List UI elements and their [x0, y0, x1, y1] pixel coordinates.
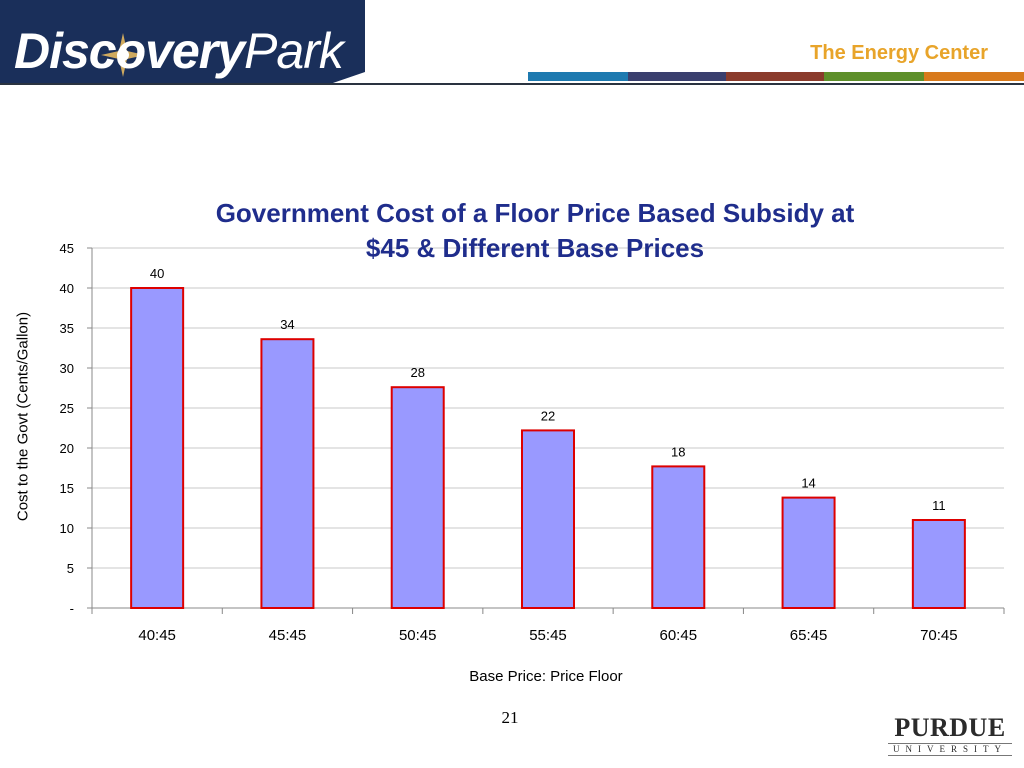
y-tick-label: 20: [60, 441, 74, 456]
color-strip-2: [628, 72, 726, 81]
x-tick-label: 60:45: [660, 627, 698, 644]
bar: [781, 496, 836, 610]
y-tick-label: -: [70, 601, 74, 616]
data-label: 40: [150, 266, 164, 281]
header-banner: [0, 0, 365, 84]
data-label: 22: [541, 408, 555, 423]
color-strip-3: [726, 72, 824, 81]
purdue-subtitle: UNIVERSITY: [888, 743, 1012, 756]
logo-text-bold: Discovery: [14, 23, 245, 79]
color-strip-5: [924, 72, 1024, 81]
y-tick-label: 30: [60, 361, 74, 376]
y-tick-label: 35: [60, 321, 74, 336]
y-tick-label: 25: [60, 401, 74, 416]
y-tick-label: 10: [60, 521, 74, 536]
discovery-park-logo: DiscoveryPark: [14, 22, 344, 80]
x-axis-label: Base Price: Price Floor: [469, 668, 623, 685]
x-tick-label: 50:45: [399, 627, 437, 644]
data-label: 34: [280, 317, 294, 332]
y-tick-label: 40: [60, 281, 74, 296]
center-title: The Energy Center: [810, 42, 988, 64]
slide-header: DiscoveryPark The Energy Center: [0, 0, 1024, 86]
data-label: 14: [801, 476, 815, 491]
x-tick-label: 70:45: [920, 627, 958, 644]
bar: [911, 519, 966, 609]
logo-banner-shape: [0, 0, 365, 84]
color-strip-4: [824, 72, 924, 81]
header-rule: [0, 83, 1024, 85]
x-tick-label: 45:45: [269, 627, 307, 644]
bar: [521, 429, 575, 609]
data-label: 11: [932, 498, 946, 513]
y-tick-label: 45: [60, 241, 74, 256]
purdue-logo: PURDUE UNIVERSITY: [888, 714, 1012, 756]
bar: [130, 287, 185, 609]
bar: [390, 386, 445, 610]
x-tick-label: 55:45: [529, 627, 567, 644]
color-strip-1: [528, 72, 628, 81]
bar: [651, 465, 706, 609]
purdue-name: PURDUE: [894, 713, 1006, 742]
data-label: 18: [671, 444, 685, 459]
logo-text-thin: Park: [244, 23, 344, 79]
y-axis-label: Cost to the Govt (Cents/Gallon): [14, 311, 32, 522]
chart-title: Government Cost of a Floor Price Based S…: [215, 198, 855, 263]
page-number: 21: [501, 708, 519, 727]
data-label: 28: [410, 365, 424, 380]
y-tick-label: 5: [67, 561, 74, 576]
star-icon: [101, 33, 145, 77]
x-tick-label: 40:45: [138, 627, 176, 644]
x-tick-label: 65:45: [790, 627, 828, 644]
bar: [260, 338, 315, 609]
y-tick-label: 15: [60, 481, 74, 496]
